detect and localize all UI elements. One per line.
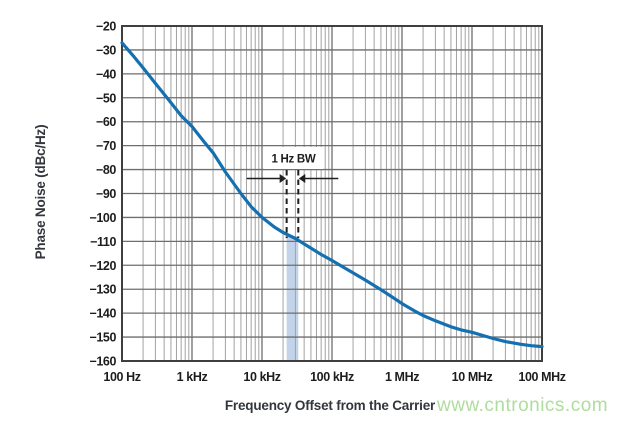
x-tick-label: 100 kHz [310,370,354,384]
bw-label-box [264,147,323,169]
y-tick-label: −160 [89,355,116,369]
x-tick-label: 1 MHz [385,370,419,384]
y-tick-label: −140 [89,307,116,321]
y-axis-title: Phase Noise (dBc/Hz) [33,125,48,260]
gridlines-layer [122,26,542,361]
y-tick-label: −90 [96,187,116,201]
y-tick-label: −30 [96,43,116,57]
bw-annotation-label: 1 Hz BW [272,154,316,166]
watermark: www.cntronics.com [436,395,608,416]
x-tick-label: 1 kHz [177,370,208,384]
y-tick-label: −20 [96,20,116,34]
y-tick-label: −150 [89,331,116,345]
bw-arrow-left-head [279,174,287,183]
x-tick-label: 100 Hz [103,370,140,384]
curve-layer [120,41,544,349]
y-tick-label: −100 [89,211,116,225]
y-tick-label: −60 [96,115,116,129]
y-tick-label: −110 [90,235,116,249]
bw-arrow-right-head [298,174,306,183]
x-tick-label: 10 MHz [452,370,493,384]
x-tick-label: 10 kHz [243,370,280,384]
x-axis-title: Frequency Offset from the Carrier [225,398,436,413]
y-tick-label: −40 [96,67,116,81]
y-tick-label: −80 [96,163,116,177]
plot-frame [121,25,543,362]
bw-shaded-band [286,236,299,361]
bw-annotation-layer [246,147,339,239]
y-tick-labels: −20 −30 −40 −50 −60 −70 −80 −90 −100 −110 −120 −130… [89,20,116,369]
bw-shaded-band-layer [286,236,299,361]
y-tick-label: −50 [96,91,116,105]
x-tick-label: 100 MHz [518,370,565,384]
phase-noise-curve [120,41,544,349]
y-tick-label: −130 [89,283,116,297]
y-tick-label: −70 [96,139,116,153]
y-tick-label: −120 [89,259,116,273]
x-tick-labels: 100 Hz 1 kHz 10 kHz 100 kHz 1 MHz 10 MHz 100 M… [103,370,566,384]
